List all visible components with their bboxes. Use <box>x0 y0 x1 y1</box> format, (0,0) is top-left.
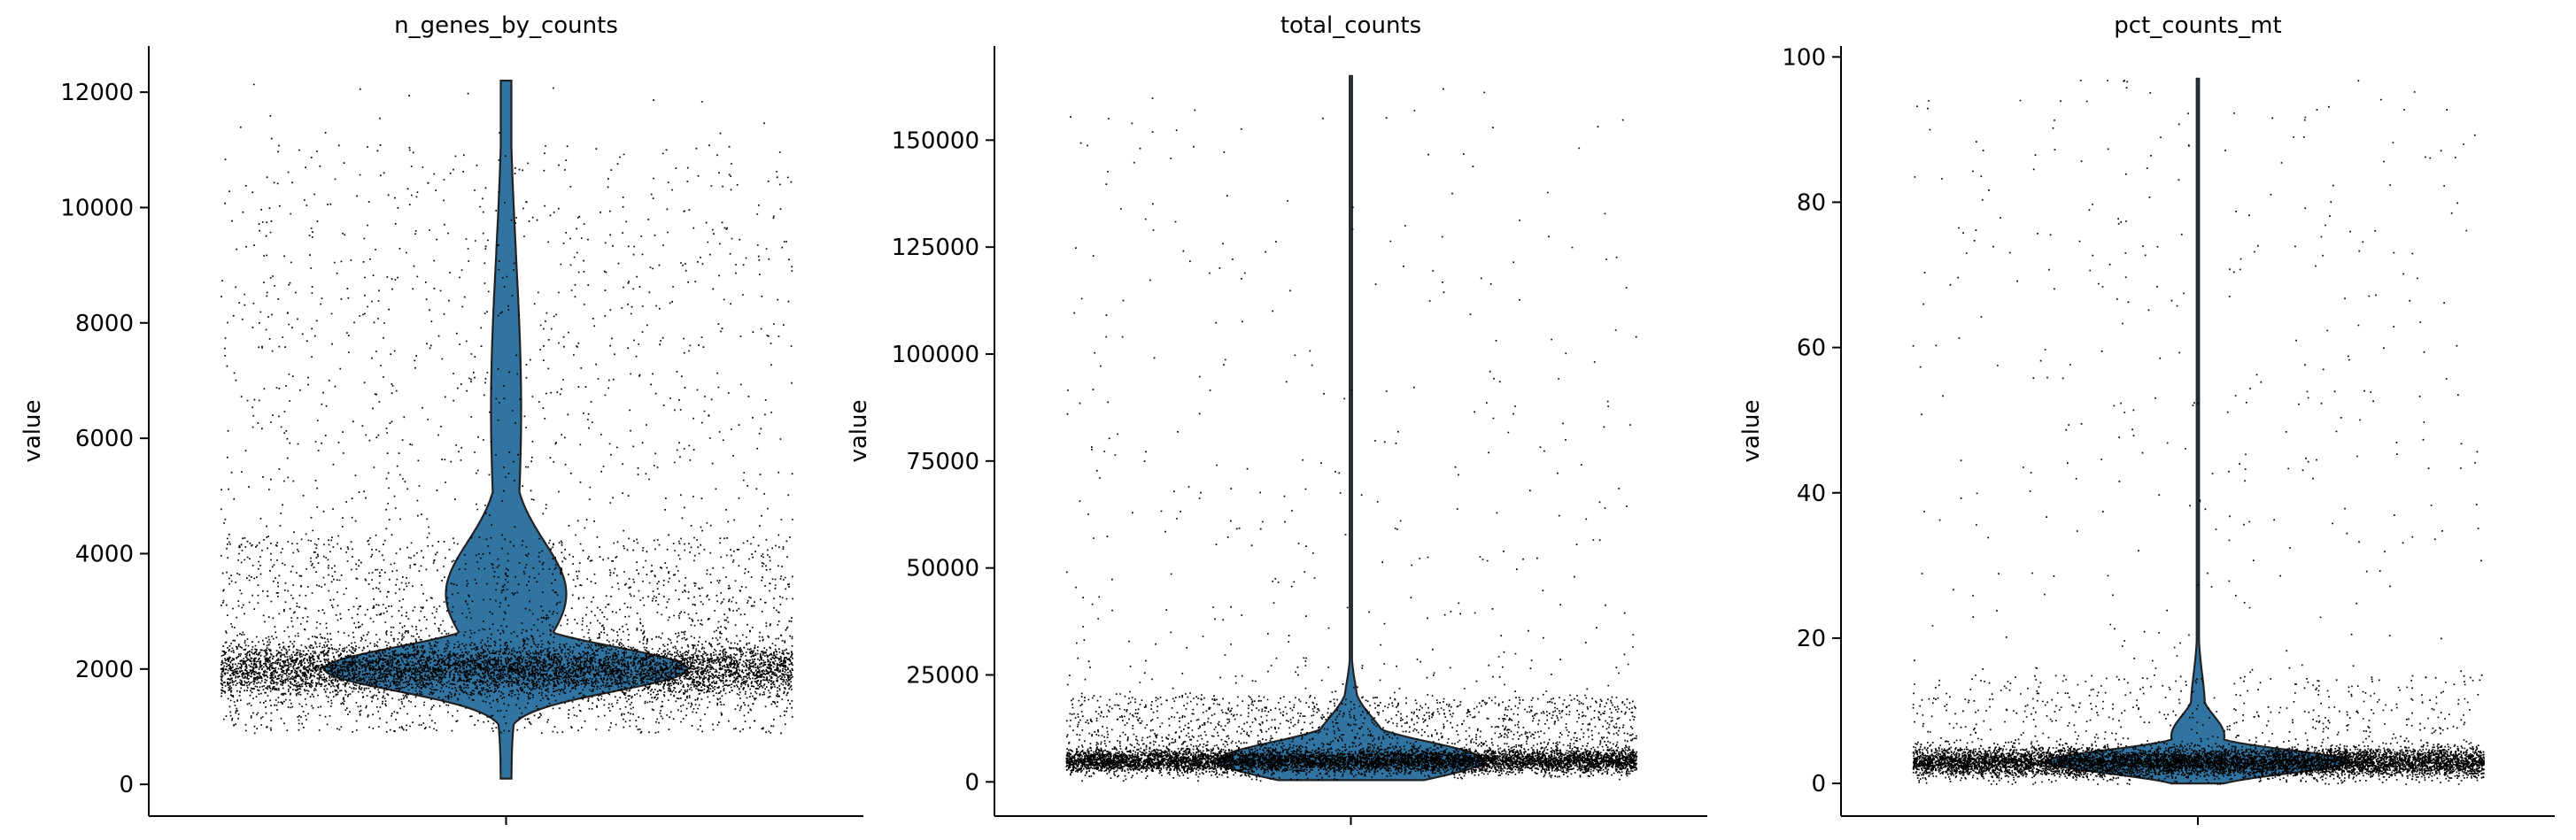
y-tick-label: 8000 <box>75 311 134 337</box>
y-tick-label: 40 <box>1797 481 1826 507</box>
y-tick-label: 60 <box>1797 335 1826 362</box>
jitter-points <box>220 83 793 735</box>
panel-title: total_counts <box>1280 12 1421 39</box>
y-axis-label: value <box>19 399 46 462</box>
y-tick-label: 50000 <box>906 556 979 582</box>
y-tick-label: 25000 <box>906 663 979 690</box>
violin-body <box>2046 77 2349 785</box>
y-tick-label: 10000 <box>60 195 134 221</box>
y-tick-label: 100 <box>1782 44 1826 71</box>
y-tick-label: 2000 <box>75 657 134 683</box>
y-tick-label: 0 <box>1811 771 1826 798</box>
y-tick-label: 125000 <box>892 235 979 261</box>
panel-title: n_genes_by_counts <box>394 12 618 39</box>
y-tick-label: 12000 <box>60 80 134 106</box>
y-tick-label: 150000 <box>892 127 979 154</box>
y-axis-label: value <box>1738 399 1765 462</box>
y-tick-label: 75000 <box>906 449 979 475</box>
violin-body <box>323 80 689 780</box>
y-axis-label: value <box>846 399 872 462</box>
panel-n_genes_by_counts: 0 2000 4000 6000 8000 10000 12000 n_genes_by_co… <box>19 12 863 825</box>
panel-title: pct_counts_mt <box>2114 12 2281 39</box>
violin-body <box>1217 74 1485 782</box>
y-tick-label: 80 <box>1797 189 1826 216</box>
y-tick-label: 100000 <box>892 342 979 368</box>
y-tick-label: 20 <box>1797 626 1826 652</box>
y-tick-label: 0 <box>119 772 134 798</box>
y-tick-label: 0 <box>964 769 979 796</box>
panel-total_counts: 0 25000 50000 75000 100000 125000 150000 total_… <box>846 12 1707 825</box>
y-tick-label: 4000 <box>75 541 134 567</box>
y-tick-label: 6000 <box>75 426 134 452</box>
